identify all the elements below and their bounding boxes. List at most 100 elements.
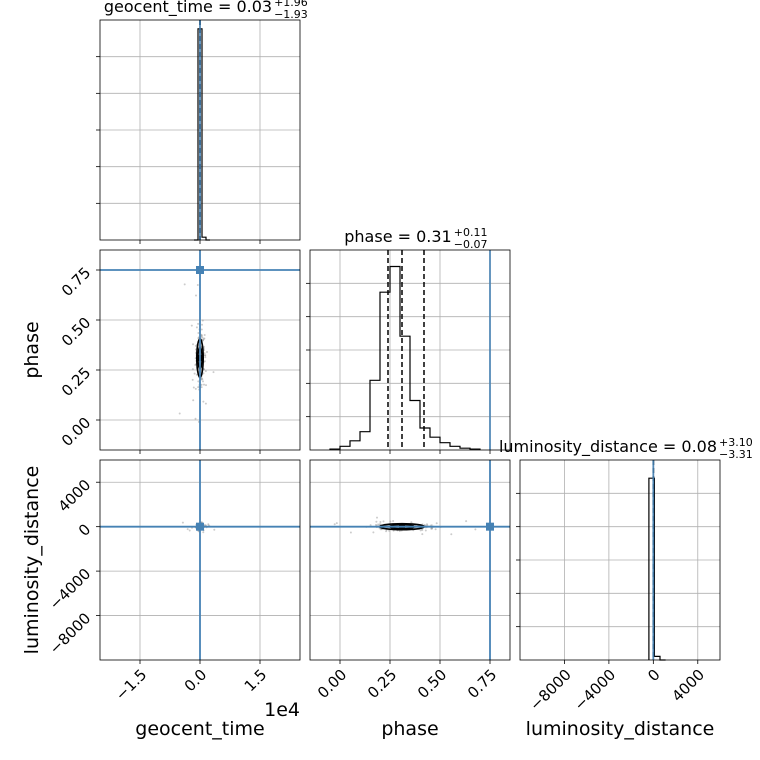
xtick-label-phase-3: 0.75 <box>464 666 500 702</box>
panel-luminosity_distance-vs-phase-sample <box>378 523 381 526</box>
xlabel-luminosity-distance: luminosity_distance <box>526 718 715 740</box>
ytick-label-phase-0: 0.00 <box>58 414 94 450</box>
panel-luminosity_distance-vs-phase-sample <box>419 529 422 532</box>
ytick-label-luminosity_distance-1: −4000 <box>46 565 95 614</box>
ylabel-phase: phase <box>21 321 43 378</box>
xtick-label-phase-2: 0.50 <box>414 666 450 702</box>
marks-layer <box>100 20 666 661</box>
xtick-label-luminosity_distance-1: −4000 <box>571 666 620 715</box>
panel-luminosity_distance-vs-geocent_time-sample <box>213 528 216 531</box>
panel-luminosity_distance-vs-phase-sample <box>434 528 437 531</box>
panel-phase-vs-geocent_time-sample <box>203 352 206 355</box>
panel-phase-vs-geocent_time-sample <box>195 326 198 329</box>
panel-phase-vs-geocent_time-sample <box>204 354 207 357</box>
panel-phase-vs-geocent_time-truth-marker <box>196 266 204 274</box>
panel-phase-vs-geocent_time-sample <box>204 370 207 373</box>
panel-luminosity_distance-vs-phase-sample <box>424 529 427 532</box>
panel-phase-vs-geocent_time-sample <box>193 372 196 375</box>
panel-phase-vs-geocent_time-sample <box>192 386 195 389</box>
panel-phase-vs-geocent_time-sample <box>192 343 194 346</box>
panel-phase-vs-geocent_time-sample <box>203 337 206 340</box>
hist-geocent_time-title-plus: +1.96 <box>274 0 308 9</box>
hist-luminosity_distance-title-plus: +3.10 <box>719 436 753 449</box>
ylabel-luminosity-distance: luminosity_distance <box>21 466 43 655</box>
panel-phase-vs-geocent_time-sample <box>201 323 203 326</box>
panel-luminosity_distance-vs-phase-sample <box>349 531 352 534</box>
panel-phase-vs-geocent_time-sample <box>196 284 199 286</box>
panel-phase-vs-geocent_time-sample <box>197 380 200 383</box>
panel-luminosity_distance-vs-geocent_time-truth-marker <box>196 522 204 531</box>
ytick-label-phase-2: 0.50 <box>58 314 94 350</box>
hist-phase-title-main: phase = 0.31 <box>344 227 451 246</box>
hist-geocent_time-title-main: geocent_time = 0.03 <box>104 0 272 17</box>
xtick-label-luminosity_distance-0: −8000 <box>526 666 575 715</box>
panel-phase-vs-geocent_time-sample <box>212 371 215 374</box>
hist-luminosity_distance-title-minus: −3.31 <box>719 448 753 461</box>
panel-phase-vs-geocent_time-sample <box>191 378 194 381</box>
panel-phase-vs-geocent_time-sample <box>201 319 204 322</box>
panel-luminosity_distance-vs-geocent_time-sample <box>188 529 191 532</box>
panel-luminosity_distance-vs-phase-sample <box>474 528 477 531</box>
panel-phase-vs-geocent_time-sample <box>195 294 197 297</box>
ytick-label-phase-1: 0.25 <box>58 364 94 400</box>
panel-luminosity_distance-vs-phase-sample <box>435 522 438 525</box>
panel-phase-vs-geocent_time-sample <box>203 334 206 336</box>
panel-phase-vs-geocent_time-sample <box>205 384 207 387</box>
panel-phase-vs-geocent_time-sample <box>200 383 203 386</box>
panel-luminosity_distance-vs-phase-sample <box>465 520 468 523</box>
hist-phase-title-plus: +0.11 <box>454 226 488 239</box>
hist-geocent_time-title: geocent_time = 0.03 <box>104 0 272 17</box>
panel-luminosity_distance-vs-phase-frame <box>309 459 511 661</box>
ytick-label-phase-3: 0.75 <box>58 264 94 300</box>
panel-luminosity_distance-vs-phase-sample <box>431 527 433 530</box>
panel-luminosity_distance-vs-phase-truth-marker <box>486 522 494 531</box>
panel-phase-vs-geocent_time-sample <box>202 380 204 383</box>
panel-luminosity_distance-vs-phase-sample <box>392 520 395 522</box>
panel-luminosity_distance-vs-phase-sample <box>379 528 382 531</box>
xtick-label-phase-0: 0.00 <box>314 666 350 702</box>
panel-phase-vs-geocent_time-sample <box>178 412 181 415</box>
panel-luminosity_distance-vs-geocent_time-sample <box>186 528 189 531</box>
panel-luminosity_distance-vs-phase-sample <box>369 524 372 527</box>
xtick-label-phase-1: 0.25 <box>364 666 400 702</box>
hist-luminosity_distance-frame <box>519 459 721 661</box>
ytick-label-luminosity_distance-2: 0 <box>75 520 94 539</box>
panel-luminosity_distance-vs-phase-sample <box>375 523 377 526</box>
hist-phase-frame <box>309 249 511 451</box>
xlabel-phase: phase <box>381 718 438 740</box>
panel-luminosity_distance-vs-phase-sample <box>398 530 401 532</box>
panel-phase-vs-geocent_time-sample <box>200 328 203 331</box>
hist-phase-title: phase = 0.31 <box>344 227 451 246</box>
hist-geocent_time-steps <box>194 28 210 241</box>
panel-phase-vs-geocent_time-sample <box>191 368 194 371</box>
ytick-label-luminosity_distance-0: −8000 <box>46 609 95 658</box>
panel-luminosity_distance-vs-phase-sample <box>377 523 380 526</box>
hist-luminosity_distance-title: luminosity_distance = 0.08 <box>499 437 717 457</box>
panel-luminosity_distance-vs-phase-sample <box>372 531 375 534</box>
panel-luminosity_distance-vs-phase-sample <box>333 523 336 526</box>
panel-phase-vs-geocent_time-sample <box>194 417 197 420</box>
panel-luminosity_distance-vs-phase-sample <box>410 521 413 524</box>
panel-luminosity_distance-vs-phase-sample <box>389 520 392 523</box>
panel-phase-vs-geocent_time-sample <box>201 336 204 339</box>
panel-phase-vs-geocent_time-sample <box>202 400 205 403</box>
scatter-layer <box>178 283 490 536</box>
xlabel-geocent-time: geocent_time <box>135 718 264 740</box>
panel-luminosity_distance-vs-geocent_time-sample <box>181 521 184 524</box>
panel-luminosity_distance-vs-geocent_time-sample <box>202 531 205 534</box>
hist-luminosity_distance-title-main: luminosity_distance = 0.08 <box>499 437 717 457</box>
panel-phase-vs-geocent_time-sample <box>194 344 197 347</box>
panel-phase-vs-geocent_time-sample <box>194 364 197 366</box>
panel-luminosity_distance-vs-phase-sample <box>450 533 453 536</box>
panel-phase-vs-geocent_time-sample <box>197 386 200 389</box>
xtick-label-luminosity_distance-3: 4000 <box>668 666 708 706</box>
xtick-label-geocent_time-2: 1.5 <box>241 666 271 696</box>
panel-luminosity_distance-vs-phase-sample <box>335 522 338 525</box>
xtick-label-geocent_time-1: 0.0 <box>181 666 211 696</box>
panel-phase-vs-geocent_time-sample <box>204 402 207 405</box>
hist-phase-title-minus: −0.07 <box>454 238 488 251</box>
panel-phase-vs-geocent_time-sample <box>194 387 197 390</box>
panel-phase-vs-geocent_time-sample <box>203 383 205 386</box>
panel-phase-vs-geocent_time-sample <box>197 332 200 334</box>
